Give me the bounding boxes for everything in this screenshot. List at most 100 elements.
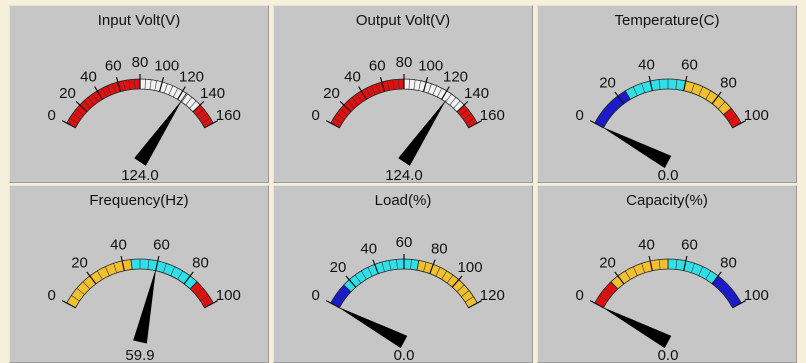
gauge-major-tick (62, 300, 76, 309)
gauge-minor-tick (418, 80, 422, 91)
gauge-minor-tick (675, 79, 678, 90)
gauge-major-tick (86, 271, 97, 285)
gauge-dial: 0 20 40 60 80 100 0.0 (576, 56, 769, 182)
gauge-title: Input Volt(V) (97, 12, 181, 29)
gauge-title: Load(%) (374, 192, 432, 209)
gauge-tick-label: 80 (720, 74, 737, 91)
gauge-major-tick (711, 91, 722, 105)
gauge-minor-tick (723, 287, 732, 295)
gauge-minor-tick (75, 108, 84, 116)
gauge-major-tick (326, 120, 340, 129)
gauge-minor-tick (376, 83, 381, 94)
gauge-tick-label: 120 (443, 68, 468, 85)
gauge-tick-label: 80 (396, 54, 413, 71)
gauge-capacity: Capacity(%) 0 20 40 60 80 100 0.0 (537, 185, 797, 363)
gauge-minor-tick (441, 270, 448, 280)
gauge-minor-tick (717, 101, 726, 110)
gauge-frequency: Frequency(Hz) 0 20 40 60 80 100 59.9 (9, 185, 269, 363)
gauge-major-tick (62, 120, 76, 129)
gauge-minor-tick (181, 93, 188, 103)
gauge-tick-label: 160 (480, 107, 505, 124)
gauge-tick-label: 160 (216, 107, 241, 124)
gauge-tick-label: 20 (599, 254, 616, 271)
gauge-minor-tick (599, 115, 608, 122)
gauge-tick-label: 0 (576, 287, 584, 304)
gauge-minor-tick (130, 259, 133, 270)
gauge-minor-tick (610, 281, 619, 290)
gauge-minor-tick (717, 281, 726, 290)
gauge-tick-label: 120 (480, 287, 505, 304)
gauge-value-readout: 0.0 (658, 347, 679, 363)
gauge-major-tick (468, 120, 482, 129)
gauge-major-tick (422, 77, 429, 92)
gauge-minor-tick (87, 97, 95, 106)
gauge-minor-tick (96, 270, 103, 280)
gauge-minor-tick (134, 79, 136, 90)
gauge-minor-tick (435, 267, 441, 277)
gauge-minor-tick (705, 270, 712, 280)
gauge-title: Temperature(C) (614, 12, 720, 29)
gauge-tick-label: 40 (344, 68, 361, 85)
gauge-major-tick (732, 120, 746, 129)
gauge-tick-label: 0 (312, 107, 320, 124)
gauge-minor-tick (333, 117, 343, 124)
gauge-minor-tick (728, 295, 737, 302)
gauge-output-volt: Output Volt(V) 0 20 40 60 80 100 120 140 160 124.… (273, 5, 533, 183)
gauge-minor-tick (449, 97, 457, 106)
gauge-minor-tick (343, 284, 352, 292)
gauge-band (130, 258, 198, 290)
gauge-tick-label: 0 (48, 107, 56, 124)
gauge-tick-label: 40 (360, 240, 377, 257)
gauge-minor-tick (201, 117, 211, 124)
gauge-minor-tick (423, 261, 427, 272)
gauge-tick-label: 60 (396, 234, 413, 251)
gauge-minor-tick (705, 90, 712, 100)
gauge-tick-label: 60 (105, 58, 122, 75)
gauge-value-readout: 59.9 (125, 347, 154, 363)
gauge-tick-label: 60 (681, 236, 698, 253)
gauge-minor-tick (128, 79, 131, 90)
gauge-major-tick (183, 271, 194, 285)
gauge-minor-tick (723, 107, 732, 115)
gauge-minor-tick (196, 108, 205, 116)
gauge-major-tick (648, 255, 653, 271)
gauge-minor-tick (456, 284, 465, 292)
gauge-minor-tick (460, 108, 469, 116)
gauge-minor-tick (432, 85, 438, 96)
gauge-tick-label: 20 (71, 254, 88, 271)
gauge-minor-tick (365, 87, 371, 98)
gauge-minor-tick (624, 270, 631, 280)
gauge-major-tick (192, 100, 205, 113)
gauge-minor-tick (690, 83, 695, 93)
gauge-major-tick (456, 100, 469, 113)
gauge-minor-tick (465, 117, 475, 124)
gauge-minor-tick (347, 100, 355, 109)
gauge-minor-tick (698, 266, 704, 276)
gauge-minor-tick (728, 115, 737, 122)
gauge-major-tick (441, 86, 450, 100)
gauge-minor-tick (185, 97, 193, 106)
gauge-minor-tick (690, 263, 695, 273)
gauge-major-tick (379, 77, 386, 92)
gauge-dial: 0 20 40 60 80 100 0.0 (576, 236, 769, 363)
gauge-tick-label: 60 (369, 58, 386, 75)
gauge-minor-tick (446, 274, 454, 284)
gauge-minor-tick (624, 90, 631, 100)
gauge-minor-tick (144, 79, 146, 90)
gauge-minor-tick (104, 266, 110, 276)
gauge-temperature: Temperature(C) 0 20 40 60 80 100 0.0 (537, 5, 797, 183)
gauge-minor-tick (675, 259, 678, 270)
gauge-minor-tick (149, 79, 152, 90)
gauge-minor-tick (388, 260, 392, 271)
gauge-minor-tick (92, 93, 99, 103)
gauge-minor-tick (413, 79, 416, 90)
gauge-minor-tick (698, 86, 704, 96)
gauge-minor-tick (416, 260, 420, 271)
gauge-needle (600, 126, 672, 169)
gauge-minor-tick (461, 290, 470, 297)
gauge-needle (134, 99, 183, 166)
gauge-tick-label: 0 (312, 287, 320, 304)
gauge-minor-tick (154, 80, 158, 91)
